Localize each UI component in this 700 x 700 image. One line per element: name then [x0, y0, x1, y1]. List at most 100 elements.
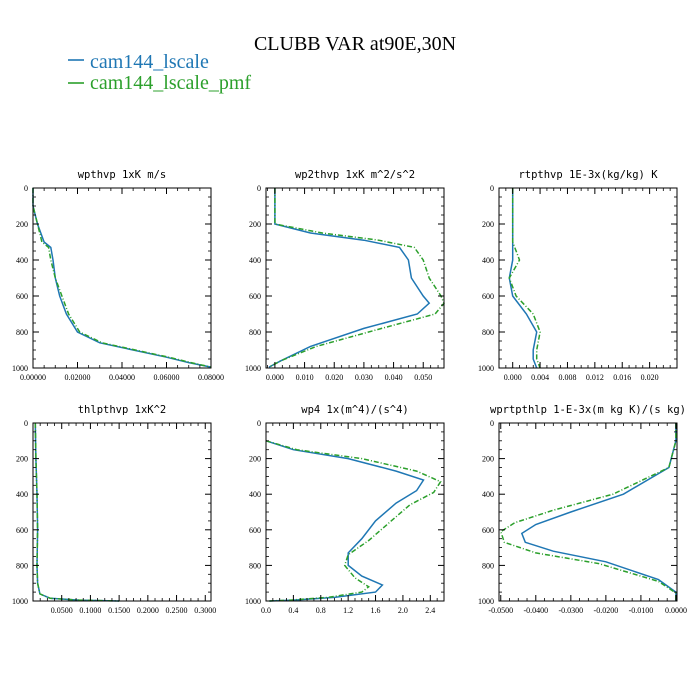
series-line-0 [520, 423, 677, 601]
y-tick-label: 800 [482, 561, 494, 570]
panel-frame [32, 187, 212, 369]
series-group [265, 440, 442, 602]
x-tick-label: 0.010 [296, 373, 314, 382]
series-group [499, 423, 677, 601]
series-group [34, 422, 120, 602]
y-tick-label: 800 [249, 328, 261, 337]
x-tick-label: 0.000 [266, 373, 284, 382]
series-line-0 [268, 188, 431, 368]
legend-label-1: cam144_lscale_pmf [90, 72, 251, 94]
y-tick-label: 400 [482, 490, 494, 499]
x-tick-label: 0.1500 [108, 606, 130, 615]
y-tick-label: 600 [16, 526, 28, 535]
y-tick-label: 1000 [478, 364, 494, 373]
x-tick-label: 0.8 [316, 606, 326, 615]
x-tick-label: 0.040 [385, 373, 403, 382]
x-tick-label: 0.0000 [665, 606, 687, 615]
series-line-1 [32, 188, 212, 368]
y-tick-label: 800 [16, 328, 28, 337]
series-group [508, 188, 541, 369]
series-line-1 [499, 423, 677, 601]
x-tick-label: 0.030 [355, 373, 373, 382]
x-tick-label: 0.00000 [20, 373, 46, 382]
x-tick-label: 1.6 [371, 606, 381, 615]
panel-title: wp2thvp 1xK m^2/s^2 [295, 169, 415, 181]
x-tick-label: 0.000 [504, 373, 522, 382]
series-line-1 [265, 440, 442, 602]
x-tick-label: 0.02000 [65, 373, 91, 382]
y-tick-label: 800 [16, 561, 28, 570]
x-tick-label: -0.0400 [523, 606, 548, 615]
x-tick-label: 0.050 [414, 373, 432, 382]
y-tick-label: 0 [24, 419, 28, 428]
panel-frame [498, 187, 678, 369]
y-tick-label: 0 [490, 184, 494, 193]
y-tick-label: 1000 [12, 597, 28, 606]
panel-3: thlpthvp 1xK^2 0 200 400 600 800 1000 0.0500 0.1… [12, 404, 216, 615]
x-tick-label: 0.3000 [194, 606, 216, 615]
panel-title: wprtpthlp 1-E-3x(m kg K)/(s kg) [490, 404, 686, 416]
x-tick-label: 0.2000 [137, 606, 159, 615]
y-tick-label: 200 [482, 455, 494, 464]
x-tick-label: 0.4 [288, 606, 298, 615]
panel-1: wp2thvp 1xK m^2/s^2 0 200 400 600 800 1000 0.00… [245, 169, 445, 382]
y-tick-label: 200 [482, 220, 494, 229]
series-group [32, 188, 212, 368]
series-line-1 [34, 422, 120, 602]
panel-frame [265, 187, 445, 369]
y-tick-label: 800 [482, 328, 494, 337]
series-line-0 [34, 422, 120, 602]
panel-title: wp4 1x(m^4)/(s^4) [301, 404, 408, 416]
y-tick-label: 600 [482, 292, 494, 301]
y-tick-label: 1000 [12, 364, 28, 373]
y-tick-label: 0 [24, 184, 28, 193]
y-tick-label: 600 [16, 292, 28, 301]
x-tick-label: 2.0 [398, 606, 408, 615]
y-tick-label: 0 [257, 419, 261, 428]
x-tick-label: 0.020 [325, 373, 343, 382]
panel-5: wprtpthlp 1-E-3x(m kg K)/(s kg) 0 200 400 60… [478, 404, 687, 615]
y-tick-label: 800 [249, 561, 261, 570]
panel-2: rtpthvp 1E-3x(kg/kg) K 0 200 400 600 800 1000 0… [478, 169, 678, 382]
x-tick-label: 0.1000 [79, 606, 101, 615]
x-tick-label: 0.0 [261, 606, 271, 615]
x-tick-label: -0.0100 [629, 606, 654, 615]
x-tick-label: 0.004 [531, 373, 549, 382]
y-tick-label: 400 [249, 490, 261, 499]
y-tick-label: 200 [249, 455, 261, 464]
panel-frame [32, 422, 212, 602]
y-tick-label: 200 [16, 455, 28, 464]
figure-title: CLUBB VAR at90E,30N [254, 33, 456, 55]
series-line-0 [32, 188, 212, 368]
y-tick-label: 1000 [478, 597, 494, 606]
y-tick-label: 600 [249, 292, 261, 301]
y-tick-label: 400 [249, 256, 261, 265]
x-tick-label: 0.06000 [154, 373, 180, 382]
panel-title: wpthvp 1xK m/s [78, 169, 167, 181]
y-tick-label: 600 [482, 526, 494, 535]
series-line-0 [265, 440, 425, 602]
series-line-1 [268, 188, 445, 368]
y-tick-label: 1000 [245, 597, 261, 606]
y-tick-label: 0 [257, 184, 261, 193]
y-tick-label: 400 [16, 256, 28, 265]
panel-title: thlpthvp 1xK^2 [78, 404, 167, 416]
y-tick-label: 400 [482, 256, 494, 265]
y-tick-label: 200 [249, 220, 261, 229]
x-tick-label: 0.0500 [51, 606, 73, 615]
x-tick-label: -0.0300 [558, 606, 583, 615]
x-tick-label: 1.2 [343, 606, 353, 615]
x-tick-label: -0.0500 [488, 606, 513, 615]
y-tick-label: 0 [490, 419, 494, 428]
panel-title: rtpthvp 1E-3x(kg/kg) K [518, 169, 658, 181]
x-tick-label: 0.012 [586, 373, 604, 382]
legend-label-0: cam144_lscale [90, 51, 209, 73]
x-tick-label: 0.04000 [109, 373, 135, 382]
x-tick-label: 0.020 [641, 373, 659, 382]
y-tick-label: 400 [16, 490, 28, 499]
y-tick-label: 1000 [245, 364, 261, 373]
